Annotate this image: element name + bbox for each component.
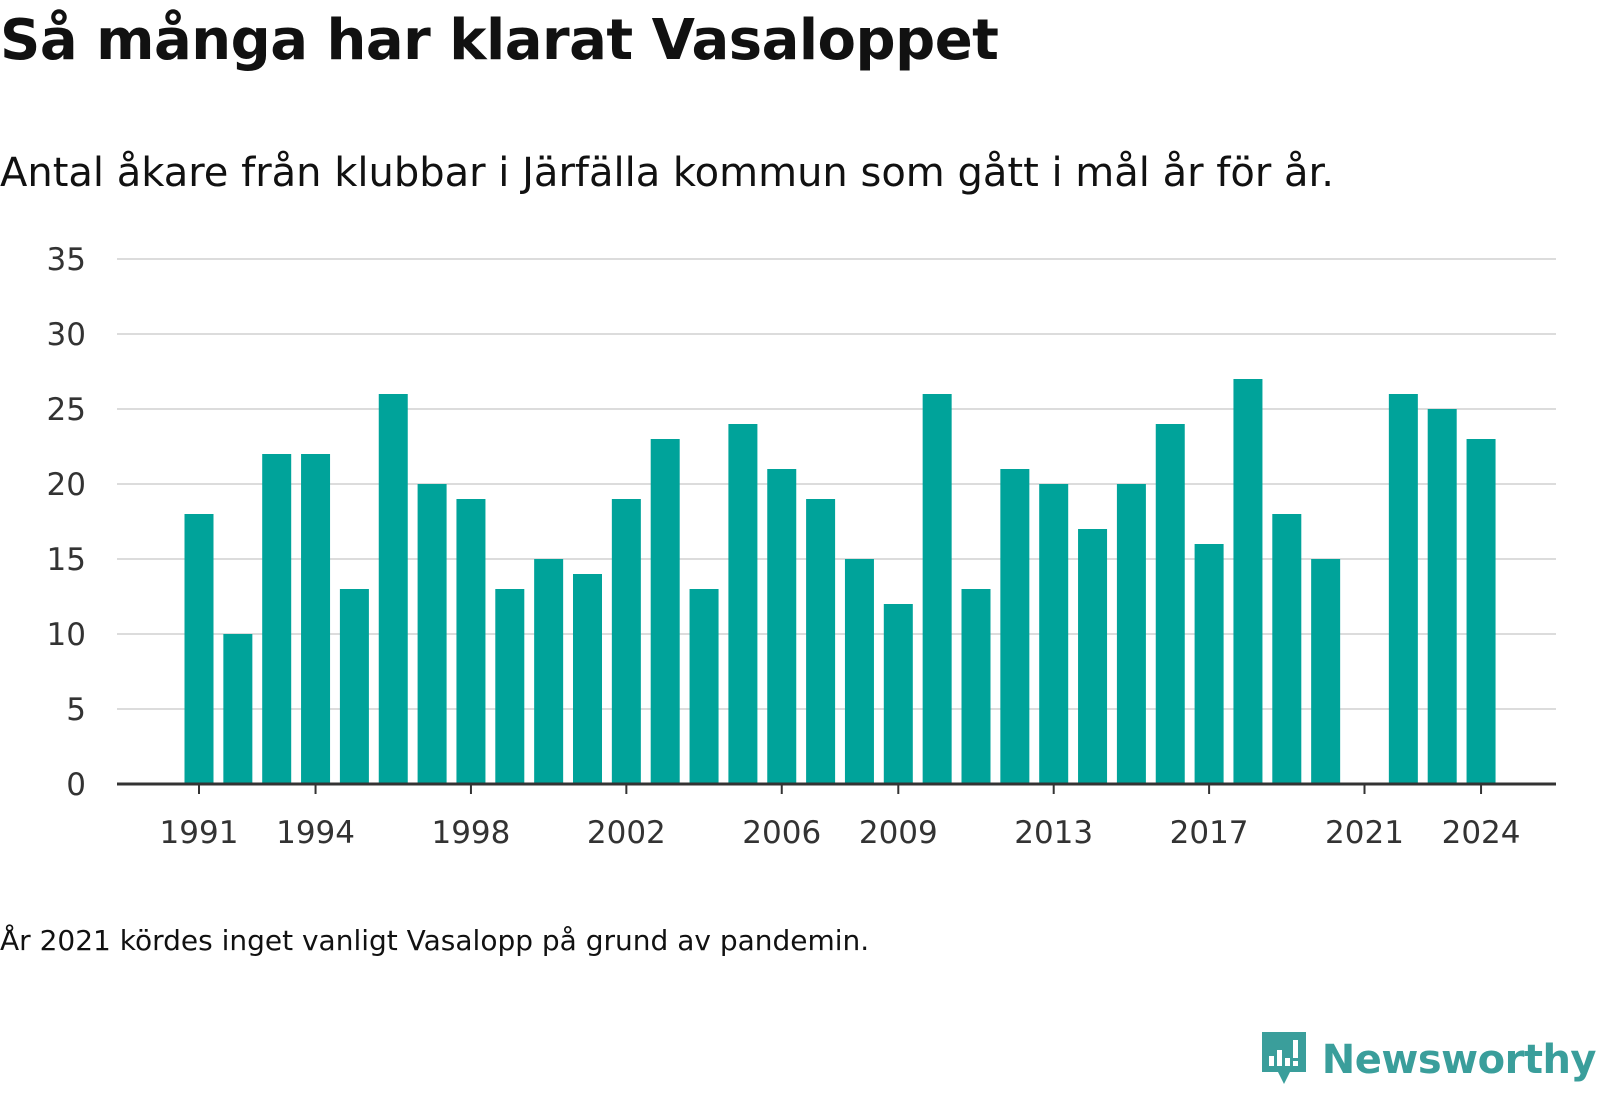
x-tick-label: 1994 [276, 815, 355, 851]
y-axis-tick-labels: 0 5 10 15 20 25 30 35 [47, 242, 86, 803]
bar [883, 604, 913, 784]
bar [1466, 439, 1496, 784]
x-axis-tick-labels: 1991 1994 1998 2002 2006 2009 2013 2017 2021 2024 [160, 815, 1521, 851]
bar [650, 439, 680, 784]
bar [961, 589, 991, 784]
chart-title: Så många har klarat Vasaloppet [0, 8, 999, 73]
footnote: År 2021 kördes inget vanligt Vasalopp på… [0, 924, 870, 957]
x-tick-label: 2021 [1325, 815, 1404, 851]
bar-chart: 0 5 10 15 20 25 30 35 1991 1994 1998 2002 2006 2009 2… [47, 242, 1556, 851]
x-tick-label: 2024 [1442, 815, 1521, 851]
bar [456, 499, 486, 784]
bar [495, 589, 525, 784]
brand-name: Newsworthy [1321, 1037, 1597, 1083]
bar [689, 589, 719, 784]
bar [767, 469, 797, 784]
y-tick-label: 10 [47, 617, 86, 653]
y-tick-label: 20 [47, 467, 86, 503]
bar [1078, 529, 1108, 784]
bar [1039, 484, 1069, 784]
y-tick-label: 30 [47, 317, 86, 353]
bars [184, 379, 1496, 784]
chart-subtitle: Antal åkare från klubbar i Järfälla komm… [0, 150, 1334, 196]
bar [223, 634, 253, 784]
bar [922, 394, 952, 784]
x-tick-label: 1991 [160, 815, 239, 851]
bar [301, 454, 331, 784]
y-tick-label: 35 [47, 242, 86, 278]
x-tick-label: 2013 [1014, 815, 1093, 851]
bar [534, 559, 564, 784]
bar [339, 589, 369, 784]
x-tick-label: 2017 [1170, 815, 1249, 851]
x-tick-label: 1998 [431, 815, 510, 851]
bar [844, 559, 874, 784]
y-tick-label: 25 [47, 392, 86, 428]
bar [1233, 379, 1263, 784]
bar [1272, 514, 1302, 784]
bar [184, 514, 214, 784]
newsworthy-logo-icon [1258, 1028, 1310, 1092]
bar [378, 394, 408, 784]
y-tick-label: 15 [47, 542, 86, 578]
bar [1427, 409, 1457, 784]
bar [728, 424, 758, 784]
bar [1388, 394, 1418, 784]
y-tick-label: 0 [66, 767, 86, 803]
bar [262, 454, 292, 784]
bar [611, 499, 641, 784]
bar [1311, 559, 1341, 784]
bar [1116, 484, 1146, 784]
x-tick-label: 2009 [859, 815, 938, 851]
bar [1194, 544, 1224, 784]
y-tick-label: 5 [66, 692, 86, 728]
bar [417, 484, 447, 784]
bar [806, 499, 836, 784]
bar [1000, 469, 1030, 784]
x-axis [117, 782, 1556, 794]
x-tick-label: 2002 [587, 815, 666, 851]
x-tick-label: 2006 [742, 815, 821, 851]
brand-logo: Newsworthy [1258, 1028, 1597, 1092]
bar [573, 574, 602, 784]
bar [1155, 424, 1185, 784]
